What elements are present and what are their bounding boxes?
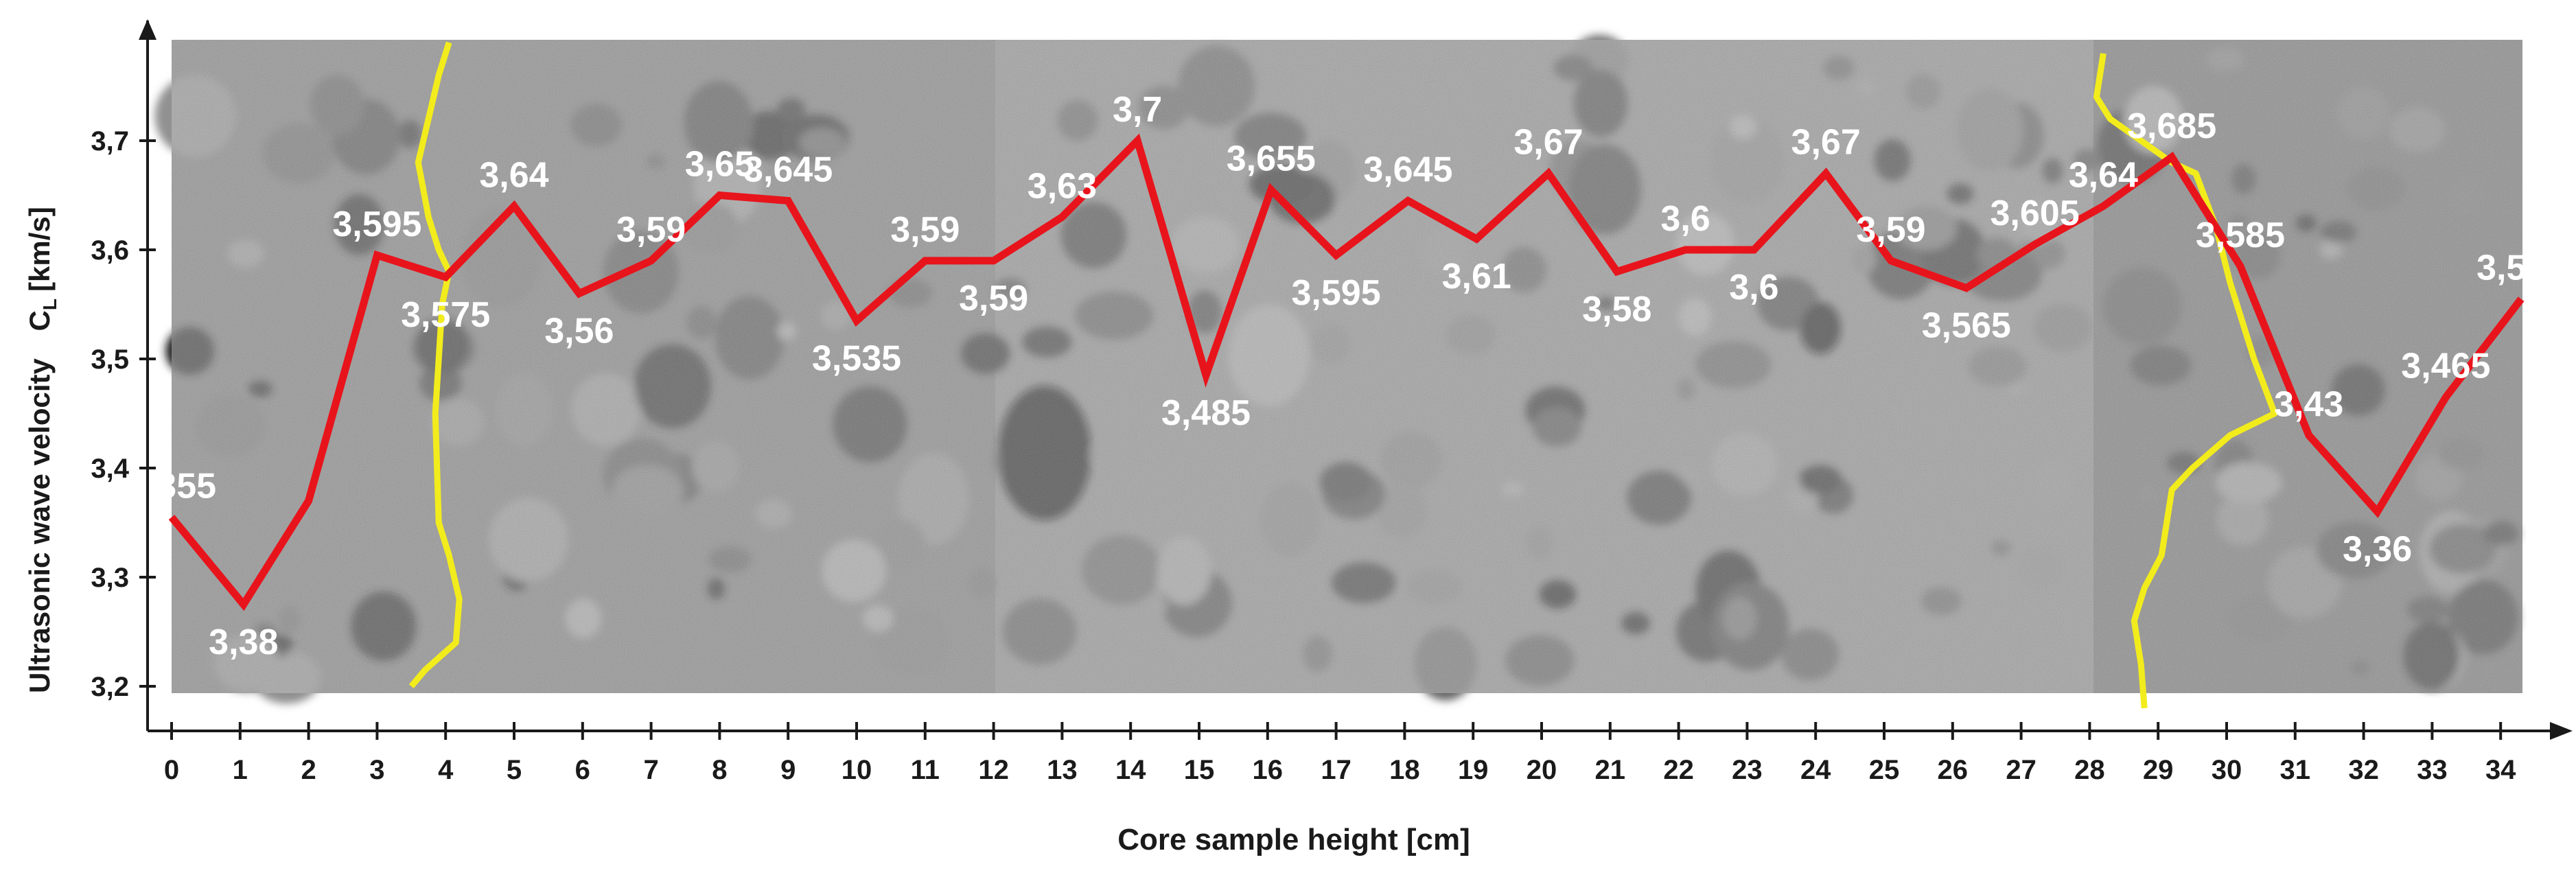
y-tick-label: 3,7 — [91, 126, 129, 156]
x-tick-label: 13 — [1047, 755, 1078, 785]
data-label: 3,67 — [1513, 123, 1583, 163]
x-tick-label: 12 — [978, 755, 1009, 785]
velocity-series-line — [168, 133, 2525, 611]
data-label: 3,595 — [332, 205, 421, 244]
y-tick-label: 3,3 — [91, 563, 129, 593]
data-label: 3,605 — [1990, 194, 2079, 233]
x-tick-label: 25 — [1869, 755, 1900, 785]
x-tick-label: 34 — [2485, 755, 2516, 785]
y-tick-label: 3,5 — [91, 345, 129, 375]
svg-text:Ultrasonic wave velocity: Ultrasonic wave velocity CL[km/s] — [23, 207, 60, 693]
y-tick-label: 3,2 — [91, 672, 129, 702]
x-tick-label: 24 — [1800, 755, 1831, 785]
data-label: 3,645 — [1363, 150, 1452, 189]
x-tick-label: 9 — [780, 755, 796, 785]
data-label: 3,465 — [2401, 347, 2490, 386]
x-tick-label: 27 — [2006, 755, 2037, 785]
x-tick-label: 17 — [1321, 755, 1351, 785]
x-tick-label: 18 — [1389, 755, 1420, 785]
x-tick-label: 23 — [1732, 755, 1763, 785]
data-label: 3,65 — [685, 145, 754, 185]
data-label: 3,56 — [544, 312, 614, 351]
x-axis-label: Core sample height [cm] — [1117, 823, 1470, 856]
data-label: 3,555 — [2476, 248, 2566, 288]
x-tick-label: 33 — [2417, 755, 2448, 785]
x-tick-label: 28 — [2074, 755, 2105, 785]
data-label: 3,59 — [890, 210, 960, 250]
data-label: 3,59 — [616, 210, 686, 250]
x-tick-label: 31 — [2280, 755, 2311, 785]
data-label: 3,575 — [401, 295, 490, 335]
x-tick-label: 2 — [301, 755, 316, 785]
data-label: 3,535 — [812, 338, 901, 378]
data-label: 3,565 — [1922, 306, 2011, 346]
data-label: 3,59 — [1856, 210, 1925, 250]
data-label: 3,7 — [1113, 90, 1162, 130]
x-tick-label: 4 — [438, 755, 454, 785]
x-tick-label: 5 — [507, 755, 522, 785]
data-label: 3,61 — [1442, 257, 1511, 296]
data-label: 3,655 — [1227, 139, 1316, 179]
x-tick-label: 1 — [233, 755, 248, 785]
y-tick-label: 3,4 — [91, 454, 129, 484]
x-tick-label: 8 — [712, 755, 727, 785]
boundary-lines — [408, 41, 2278, 709]
x-tick-label: 11 — [911, 755, 940, 785]
x-tick-label: 0 — [164, 755, 179, 785]
data-label: 3,355 — [127, 467, 216, 506]
data-label: 3,585 — [2196, 215, 2285, 255]
series-group — [168, 133, 2525, 611]
y-axis-arrow — [139, 19, 156, 40]
data-labels: 3,3553,383,5953,5753,643,563,593,653,645… — [127, 90, 2566, 662]
data-label: 3,38 — [209, 622, 278, 662]
x-tick-label: 15 — [1184, 755, 1215, 785]
x-tick-label: 30 — [2212, 755, 2242, 785]
data-label: 3,6 — [1729, 268, 1778, 307]
data-label: 3,67 — [1791, 123, 1861, 163]
x-tick-label: 3 — [369, 755, 384, 785]
x-axis-arrow — [2550, 722, 2573, 740]
data-label: 3,36 — [2343, 530, 2412, 570]
x-tick-label: 6 — [575, 755, 590, 785]
y-tick-label: 3,6 — [91, 235, 129, 266]
x-tick-label: 32 — [2348, 755, 2379, 785]
data-label: 3,64 — [479, 155, 548, 195]
x-tick-label: 21 — [1595, 755, 1626, 785]
concrete-core-image — [154, 34, 2522, 704]
data-label: 3,43 — [2274, 384, 2343, 424]
data-label: 3,59 — [959, 279, 1028, 318]
x-tick-label: 20 — [1527, 755, 1557, 785]
data-label: 3,64 — [2069, 155, 2138, 195]
boundary-line-1 — [408, 41, 463, 688]
data-label: 3,645 — [743, 150, 833, 189]
x-tick-label: 22 — [1663, 755, 1694, 785]
data-label: 3,6 — [1660, 199, 1710, 239]
data-label: 3,595 — [1292, 273, 1381, 313]
boundary-line-2 — [2093, 53, 2278, 709]
x-tick-label: 7 — [643, 755, 658, 785]
data-label: 3,485 — [1161, 393, 1251, 433]
x-tick-label: 10 — [842, 755, 872, 785]
data-label: 3,685 — [2127, 106, 2216, 146]
y-axis-label: Ultrasonic wave velocity CL[km/s] — [23, 207, 60, 693]
data-label: 3,63 — [1028, 166, 1097, 206]
x-tick-label: 19 — [1458, 755, 1489, 785]
data-label: 3,58 — [1582, 290, 1651, 329]
x-tick-label: 14 — [1115, 755, 1146, 785]
x-tick-label: 16 — [1253, 755, 1284, 785]
x-tick-label: 26 — [1938, 755, 1969, 785]
axes: 0 1 2 3 4 5 6 7 8 9 10 11 12 13 14 15 16 17 18 19 20 21 22 23 24… — [23, 19, 2573, 856]
x-tick-label: 29 — [2143, 755, 2174, 785]
